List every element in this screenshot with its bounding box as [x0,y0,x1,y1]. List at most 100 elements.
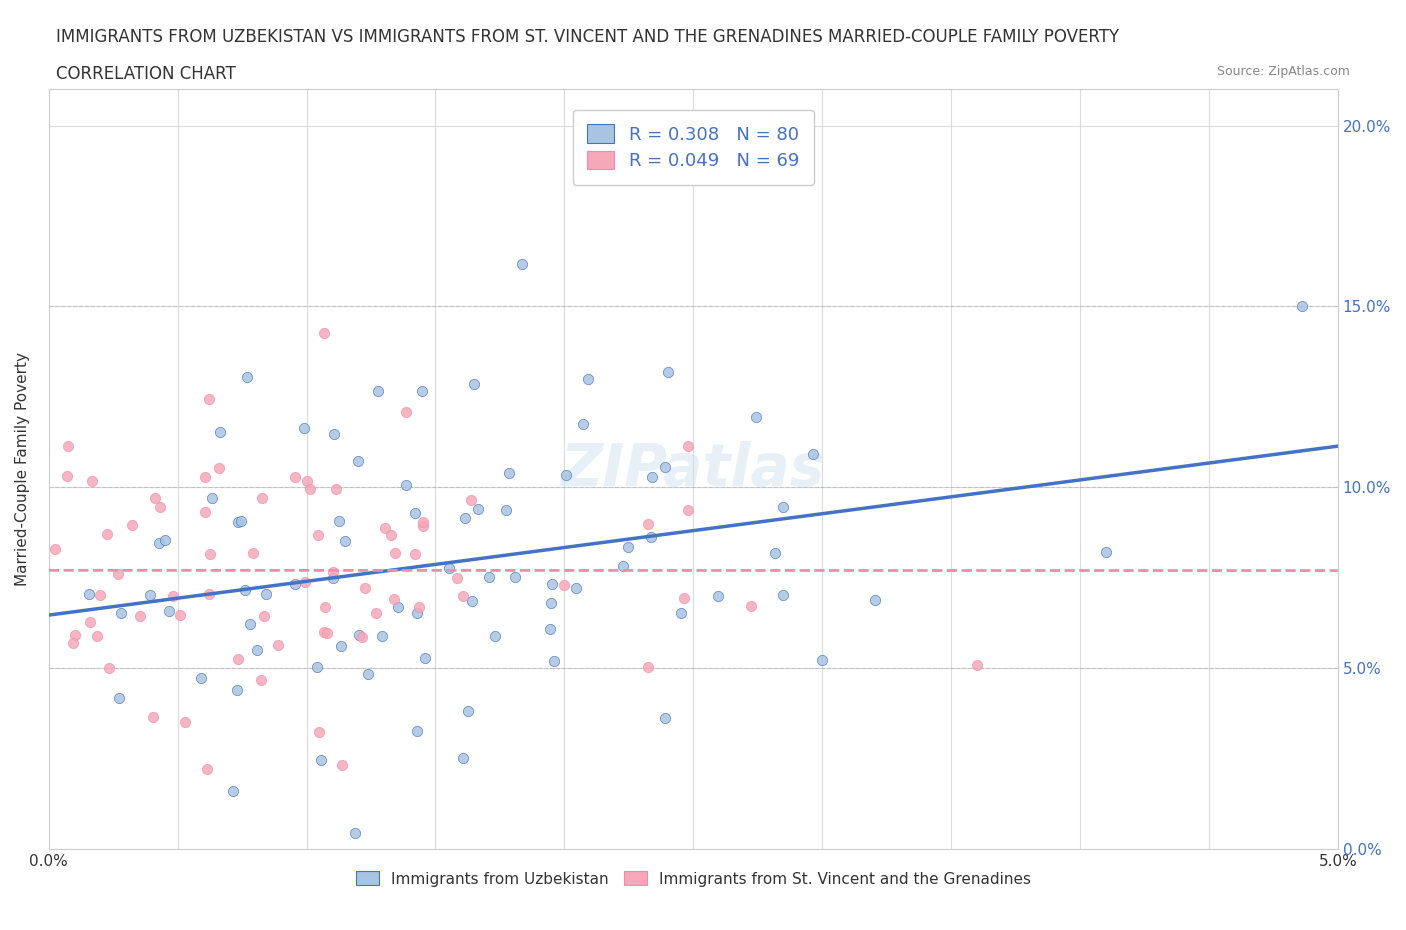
Point [540,577,562,591]
Y-axis label: Married-Couple Family Poverty: Married-Couple Family Poverty [15,352,30,586]
Point [451,589,474,604]
Point [329,639,352,654]
Point [267,638,290,653]
Point [412,514,434,529]
Point [744,409,766,424]
Point [640,470,662,485]
Point [412,519,434,534]
Point [56,469,79,484]
Point [498,465,520,480]
Point [96,526,118,541]
Point [169,607,191,622]
Point [395,478,418,493]
Point [565,580,588,595]
Point [174,715,197,730]
Point [811,653,834,668]
Point [411,384,433,399]
Point [129,609,152,624]
Point [576,371,599,386]
Point [157,604,180,618]
Point [657,365,679,379]
Point [451,751,474,765]
Point [62,635,84,650]
Point [572,417,595,432]
Point [107,567,129,582]
Point [295,474,318,489]
Point [298,482,321,497]
Text: Source: ZipAtlas.com: Source: ZipAtlas.com [1216,65,1350,78]
Point [484,629,506,644]
Point [208,460,231,475]
Point [374,521,396,536]
Point [149,499,172,514]
Point [352,630,374,644]
Point [314,326,336,340]
Point [404,547,426,562]
Point [384,546,406,561]
Point [865,592,887,607]
Legend: R = 0.308   N = 80, R = 0.049   N = 69: R = 0.308 N = 80, R = 0.049 N = 69 [572,110,814,185]
Point [707,589,730,604]
Point [454,511,477,525]
Point [380,528,402,543]
Point [457,703,479,718]
Point [463,377,485,392]
Point [367,384,389,399]
Point [309,752,332,767]
Point [617,539,640,554]
Point [153,533,176,548]
Point [347,628,370,643]
Point [672,591,695,605]
Point [395,405,418,419]
Point [314,599,336,614]
Point [284,469,307,484]
Point [676,503,699,518]
Point [333,533,356,548]
Point [249,672,271,687]
Point [209,425,232,440]
Point [307,528,329,543]
Point [654,711,676,725]
Point [77,586,100,601]
Point [89,588,111,603]
Point [637,516,659,531]
Point [325,482,347,497]
Point [740,599,762,614]
Point [198,547,221,562]
Point [79,615,101,630]
Point [354,580,377,595]
Point [538,622,561,637]
Point [763,546,786,561]
Text: ZIPatlas: ZIPatlas [561,441,825,498]
Point [44,542,66,557]
Point [408,600,430,615]
Point [110,606,132,621]
Point [97,660,120,675]
Point [239,617,262,631]
Point [382,591,405,606]
Point [322,565,344,579]
Point [540,596,562,611]
Point [343,826,366,841]
Point [330,757,353,772]
Point [194,504,217,519]
Point [308,725,330,740]
Point [637,659,659,674]
Point [772,499,794,514]
Point [226,514,249,529]
Point [197,392,219,406]
Point [323,427,346,442]
Point [364,605,387,620]
Point [654,459,676,474]
Point [640,530,662,545]
Point [284,577,307,591]
Point [233,582,256,597]
Point [966,658,988,672]
Point [404,505,426,520]
Point [143,490,166,505]
Point [63,628,86,643]
Point [316,626,339,641]
Point [190,671,212,685]
Point [371,629,394,644]
Point [357,666,380,681]
